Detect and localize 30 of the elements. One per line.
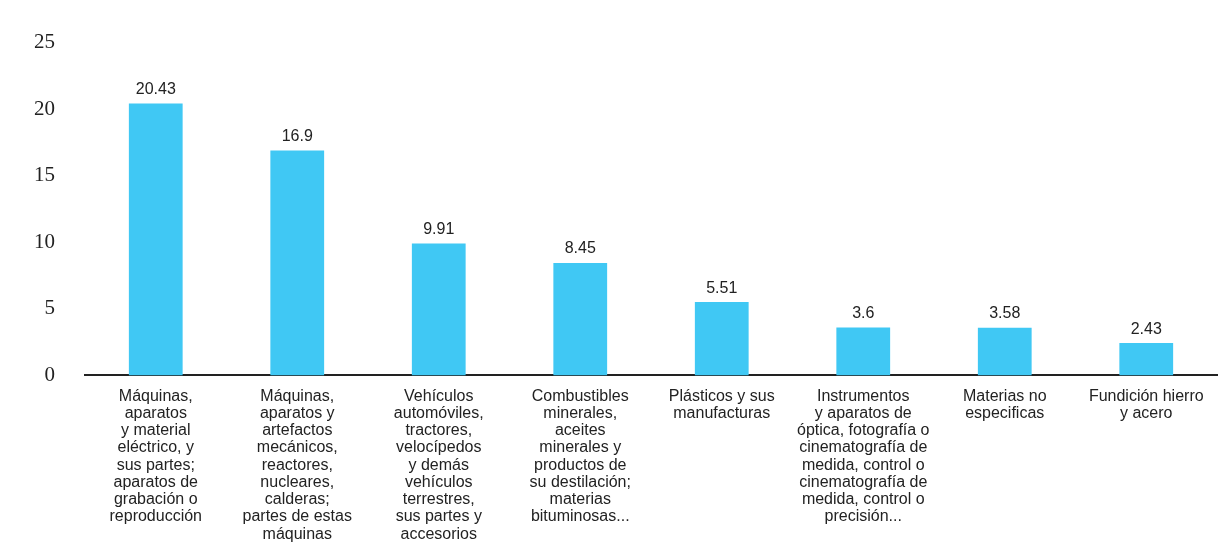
bar	[977, 327, 1032, 376]
category-label: Máquinas, aparatos y artefactos mecánicos, reactores, nucleares, calderas; partes de estas máquinas	[242, 386, 352, 542]
x-tick-label: Instrumentos y aparatos de óptica, fotografía o cinematografía de medida, control o cinematografía de medida, control o precisión...	[796, 386, 930, 525]
data-label: 2.43	[1130, 319, 1162, 337]
data-label: 5.51	[706, 278, 738, 296]
x-tick-label: Plásticos y sus manufacturas	[668, 386, 775, 421]
x-tick-label: Materias no especificas	[962, 386, 1047, 421]
category-label: Vehículos automóviles, tractores, velocípedos y demás vehículos terrestres, sus partes y accesorios	[393, 386, 484, 542]
bar	[836, 327, 891, 376]
y-tick-label: 15	[34, 162, 55, 187]
y-tick-label: 25	[34, 29, 55, 54]
data-label: 3.58	[989, 304, 1021, 322]
x-tick-label: Máquinas, aparatos y material eléctrico, y sus partes; aparatos de grabación o reproducción	[109, 386, 202, 525]
bar	[128, 103, 183, 376]
x-tick-label: Combustibles minerales, aceites minerales y productos de su destilación; materias bituminosas...	[529, 386, 631, 525]
y-tick-label: 0	[44, 362, 55, 386]
data-label: 16.9	[281, 126, 313, 144]
y-tick-label: 20	[34, 95, 55, 120]
x-tick-label: Fundición hierro y acero	[1088, 386, 1204, 421]
bar	[553, 262, 608, 376]
y-tick-label: 5	[44, 295, 55, 320]
data-label: 9.91	[423, 219, 455, 237]
data-label: 8.45	[564, 239, 596, 257]
bar	[1119, 343, 1174, 376]
data-label: 3.6	[852, 303, 875, 321]
bar	[270, 150, 325, 376]
bar	[694, 302, 749, 376]
bar	[411, 243, 466, 376]
y-tick-label: 10	[34, 228, 55, 253]
data-label: 20.43	[135, 79, 176, 97]
